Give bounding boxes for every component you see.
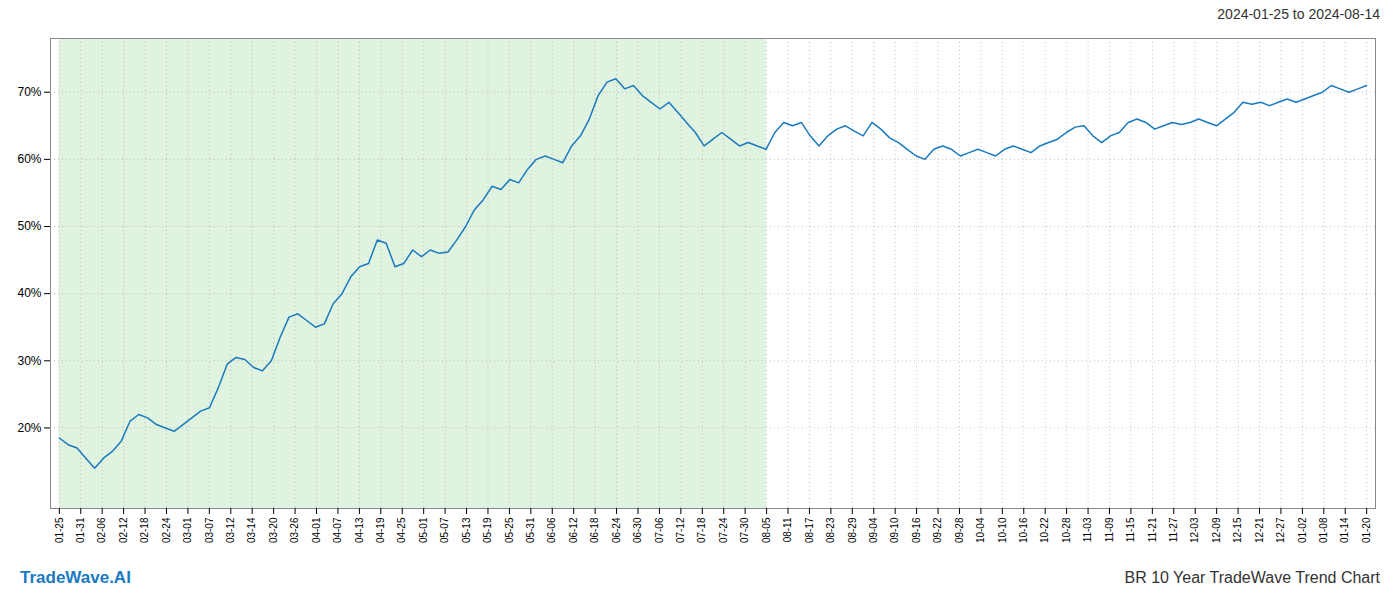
svg-text:07-12: 07-12 xyxy=(675,517,686,543)
svg-text:12-15: 12-15 xyxy=(1232,517,1243,543)
svg-text:01-31: 01-31 xyxy=(75,517,86,543)
svg-text:08-23: 08-23 xyxy=(825,517,836,543)
svg-text:02-18: 02-18 xyxy=(139,517,150,543)
svg-text:01-08: 01-08 xyxy=(1318,517,1329,543)
svg-text:04-13: 04-13 xyxy=(354,517,365,543)
svg-text:03-20: 03-20 xyxy=(268,517,279,543)
svg-text:06-12: 06-12 xyxy=(568,517,579,543)
svg-text:12-09: 12-09 xyxy=(1211,517,1222,543)
svg-text:07-30: 07-30 xyxy=(739,517,750,543)
svg-text:10-22: 10-22 xyxy=(1039,517,1050,543)
svg-text:10-04: 10-04 xyxy=(975,517,986,543)
svg-text:03-01: 03-01 xyxy=(182,517,193,543)
svg-text:03-07: 03-07 xyxy=(204,517,215,543)
svg-text:08-17: 08-17 xyxy=(804,517,815,543)
svg-text:04-19: 04-19 xyxy=(375,517,386,543)
svg-text:05-01: 05-01 xyxy=(418,517,429,543)
svg-text:06-18: 06-18 xyxy=(589,517,600,543)
svg-text:06-24: 06-24 xyxy=(611,517,622,543)
svg-text:07-06: 07-06 xyxy=(654,517,665,543)
svg-text:04-25: 04-25 xyxy=(396,517,407,543)
svg-text:40%: 40% xyxy=(17,286,41,300)
svg-text:04-01: 04-01 xyxy=(311,517,322,543)
svg-text:12-21: 12-21 xyxy=(1254,517,1265,543)
svg-text:60%: 60% xyxy=(17,152,41,166)
svg-text:11-21: 11-21 xyxy=(1147,517,1158,542)
svg-text:09-22: 09-22 xyxy=(932,517,943,543)
svg-text:08-29: 08-29 xyxy=(847,517,858,543)
svg-text:07-18: 07-18 xyxy=(696,517,707,543)
svg-text:30%: 30% xyxy=(17,354,41,368)
svg-text:10-16: 10-16 xyxy=(1018,517,1029,543)
svg-text:01-20: 01-20 xyxy=(1361,517,1372,543)
html-text:TradeWave.AI: TradeWave.AI xyxy=(20,568,131,587)
svg-text:12-27: 12-27 xyxy=(1275,517,1286,543)
svg-text:05-07: 05-07 xyxy=(439,517,450,543)
svg-text:02-24: 02-24 xyxy=(161,517,172,543)
svg-text:05-25: 05-25 xyxy=(504,517,515,543)
svg-text:01-02: 01-02 xyxy=(1297,517,1308,543)
svg-text:09-16: 09-16 xyxy=(911,517,922,543)
html-text:BR 10 Year TradeWave Trend Cha: BR 10 Year TradeWave Trend Chart xyxy=(1124,569,1380,586)
svg-text:05-19: 05-19 xyxy=(482,517,493,543)
svg-text:12-03: 12-03 xyxy=(1189,517,1200,543)
svg-text:04-07: 04-07 xyxy=(332,517,343,543)
svg-text:03-12: 03-12 xyxy=(225,517,236,543)
svg-text:09-28: 09-28 xyxy=(954,517,965,543)
svg-text:02-12: 02-12 xyxy=(118,517,129,543)
svg-text:03-26: 03-26 xyxy=(289,517,300,543)
svg-text:07-24: 07-24 xyxy=(718,517,729,543)
svg-text:10-10: 10-10 xyxy=(997,517,1008,543)
svg-text:50%: 50% xyxy=(17,219,41,233)
svg-text:08-05: 08-05 xyxy=(761,517,772,543)
html-text:2024-01-25 to 2024-08-14: 2024-01-25 to 2024-08-14 xyxy=(1217,6,1380,22)
svg-text:01-25: 01-25 xyxy=(54,517,65,543)
svg-text:06-06: 06-06 xyxy=(546,517,557,543)
svg-text:11-09: 11-09 xyxy=(1104,517,1115,542)
svg-text:02-06: 02-06 xyxy=(96,517,107,543)
svg-text:05-31: 05-31 xyxy=(525,517,536,543)
svg-text:09-04: 09-04 xyxy=(868,517,879,543)
svg-text:05-13: 05-13 xyxy=(461,517,472,543)
svg-text:11-03: 11-03 xyxy=(1082,517,1093,542)
svg-text:10-28: 10-28 xyxy=(1061,517,1072,543)
svg-text:09-10: 09-10 xyxy=(889,517,900,543)
svg-text:08-11: 08-11 xyxy=(782,517,793,542)
svg-text:11-15: 11-15 xyxy=(1125,517,1136,542)
svg-text:11-27: 11-27 xyxy=(1168,517,1179,542)
svg-text:06-30: 06-30 xyxy=(632,517,643,543)
svg-text:03-14: 03-14 xyxy=(246,517,257,543)
svg-text:70%: 70% xyxy=(17,85,41,99)
svg-text:01-14: 01-14 xyxy=(1339,517,1350,543)
svg-text:20%: 20% xyxy=(17,421,41,435)
